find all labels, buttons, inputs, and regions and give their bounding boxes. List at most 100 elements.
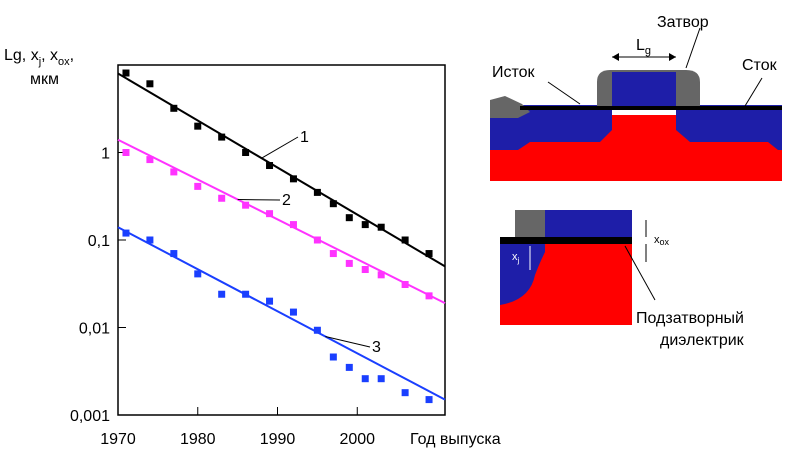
spacer xyxy=(515,210,545,238)
gate-label: Затвор xyxy=(657,14,709,31)
point xyxy=(194,182,202,190)
point xyxy=(146,156,154,164)
point xyxy=(401,281,409,289)
label-leader xyxy=(325,336,371,348)
point xyxy=(289,221,297,229)
y-tick-label: 0,01 xyxy=(79,321,110,338)
xj-label: xj xyxy=(512,251,520,265)
lg-sub: g xyxy=(645,45,651,57)
point xyxy=(329,200,337,208)
series-label: 1 xyxy=(300,129,309,146)
point xyxy=(401,389,409,397)
point xyxy=(377,375,385,383)
point xyxy=(194,122,202,130)
point xyxy=(218,194,226,202)
point xyxy=(377,223,385,231)
x-tick-label: 2000 xyxy=(339,431,375,448)
trend-line xyxy=(117,72,446,268)
y-label: Lg, xj, xox, xyxy=(4,47,74,68)
y-tick-label: 1 xyxy=(101,146,110,163)
x-tick-label: 1970 xyxy=(100,431,136,448)
point xyxy=(329,250,337,258)
xj-main: x xyxy=(512,251,518,263)
label-leader xyxy=(237,198,281,201)
y-label-sub: ox xyxy=(58,56,70,68)
y-unit: мкм xyxy=(30,71,59,88)
y-label-sub: j xyxy=(38,56,41,68)
point xyxy=(146,236,154,244)
trend-line xyxy=(117,138,446,305)
point xyxy=(170,168,178,176)
point xyxy=(146,80,154,88)
point xyxy=(122,229,130,237)
label-leader xyxy=(261,136,299,159)
gate xyxy=(612,72,676,108)
oxide xyxy=(500,237,632,244)
point xyxy=(218,133,226,141)
point xyxy=(242,201,250,209)
point xyxy=(425,250,433,258)
point xyxy=(401,236,409,244)
point xyxy=(377,271,385,279)
point xyxy=(313,236,321,244)
leader xyxy=(547,81,581,105)
dielectric-label: диэлектрик xyxy=(660,332,745,349)
point xyxy=(361,375,369,383)
xj-sub: j xyxy=(517,256,520,265)
y-label-part: , xyxy=(70,47,74,64)
point xyxy=(361,266,369,274)
point xyxy=(122,149,130,156)
lg-label: Lg xyxy=(636,37,651,57)
gate xyxy=(545,210,632,237)
point xyxy=(345,363,353,371)
point xyxy=(266,162,274,170)
point xyxy=(329,353,337,361)
drain-label: Сток xyxy=(742,57,778,74)
xox-label: xox xyxy=(654,234,670,247)
point xyxy=(122,69,130,77)
point xyxy=(345,259,353,267)
point xyxy=(266,297,274,305)
transistor-diagram xyxy=(490,27,782,181)
point xyxy=(170,250,178,258)
point xyxy=(218,290,226,298)
dielectric-label: Подзатворный xyxy=(636,310,744,327)
x-tick-label: 1980 xyxy=(180,431,216,448)
point xyxy=(194,270,202,278)
trend-line xyxy=(117,226,446,401)
y-tick-label: 0,001 xyxy=(70,408,110,425)
plot-frame xyxy=(117,64,446,416)
xox-sub: ox xyxy=(660,237,670,247)
y-tick-label: 0,1 xyxy=(88,233,110,250)
y-label-part: Lg, x xyxy=(4,47,39,64)
leader xyxy=(744,77,763,107)
leader xyxy=(685,27,701,69)
arrow-heads xyxy=(612,53,676,61)
point xyxy=(266,210,274,218)
point xyxy=(242,290,250,298)
x-tick-label: 1990 xyxy=(260,431,296,448)
source-label: Исток xyxy=(492,64,536,81)
lg-main: L xyxy=(636,37,645,54)
point xyxy=(242,149,250,156)
point xyxy=(425,396,433,404)
point xyxy=(425,292,433,300)
point xyxy=(289,308,297,316)
point xyxy=(361,221,369,229)
oxide-line xyxy=(520,106,782,110)
field-oxide xyxy=(490,96,530,118)
x-label: Год выпуска xyxy=(410,431,501,448)
detail-diagram xyxy=(500,210,656,325)
drain-region xyxy=(676,105,782,150)
point xyxy=(313,188,321,196)
point xyxy=(313,326,321,334)
point xyxy=(289,175,297,183)
point xyxy=(170,104,178,112)
xox-main: x xyxy=(654,234,660,246)
series-label: 3 xyxy=(372,339,381,356)
point xyxy=(345,214,353,222)
y-label-part: , x xyxy=(41,47,58,64)
leader xyxy=(624,245,656,301)
series-label: 2 xyxy=(282,192,291,209)
